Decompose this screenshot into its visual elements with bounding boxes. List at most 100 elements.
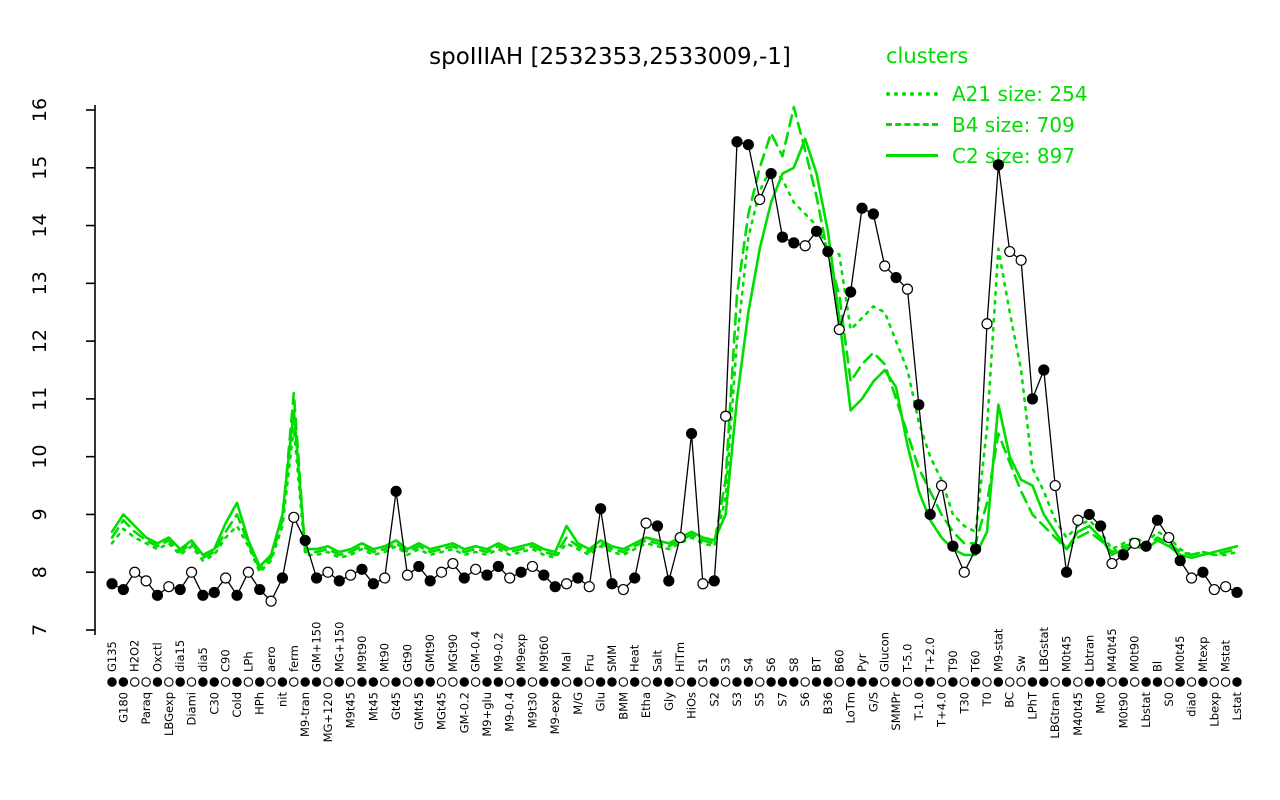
condition-marker <box>686 677 697 687</box>
condition-marker <box>107 677 117 687</box>
condition-label: M0t45 <box>1060 636 1074 672</box>
condition-marker <box>914 677 924 687</box>
solid-line-sample-icon <box>886 154 938 157</box>
condition-marker <box>266 677 276 687</box>
condition-label: S4 <box>741 657 755 672</box>
condition-label: H2O2 <box>128 640 142 672</box>
condition-label: GM-0.4 <box>469 631 483 672</box>
condition-marker <box>425 677 435 687</box>
condition-marker <box>948 677 958 687</box>
condition-label: Lbexp <box>1207 692 1221 727</box>
condition-marker <box>414 677 424 687</box>
legend-entry-a21: A21 size: 254 <box>886 78 1088 109</box>
gene-point <box>583 581 595 593</box>
condition-marker <box>902 677 913 687</box>
condition-marker <box>254 677 265 687</box>
condition-label: S2 <box>707 692 721 707</box>
condition-marker <box>879 677 890 687</box>
gene-point <box>1151 514 1164 526</box>
condition-marker <box>1232 677 1242 687</box>
gene-point <box>276 572 289 584</box>
condition-label: M9-0.4 <box>503 692 517 732</box>
condition-marker <box>175 677 185 687</box>
y-tick-label: 12 <box>29 329 51 353</box>
condition-label: Diami <box>185 692 199 726</box>
condition-label: Mt0 <box>1094 692 1108 714</box>
condition-label: LBGexp <box>162 692 176 736</box>
condition-marker <box>1220 677 1231 687</box>
condition-marker <box>629 677 640 687</box>
condition-marker <box>1073 677 1083 687</box>
gene-point <box>890 271 902 284</box>
condition-label: Salt <box>650 649 664 672</box>
condition-label: S3 <box>730 692 744 707</box>
condition-marker <box>789 677 799 687</box>
condition-label: Heat <box>628 644 642 672</box>
y-tick-label: 7 <box>29 624 51 636</box>
condition-label: LoTm <box>844 692 858 723</box>
y-tick-label: 10 <box>29 445 51 469</box>
condition-marker <box>470 677 481 687</box>
condition-label: dia0 <box>1185 692 1199 717</box>
condition-label: BC <box>1003 692 1017 708</box>
gene-point <box>1129 537 1141 549</box>
condition-marker <box>1175 677 1185 687</box>
condition-marker <box>1152 677 1163 687</box>
gene-point <box>1038 364 1050 376</box>
condition-marker <box>777 677 788 687</box>
gene-point <box>1083 508 1095 521</box>
condition-label: B60 <box>832 649 846 672</box>
condition-marker <box>129 677 140 687</box>
gene-point <box>606 578 618 590</box>
y-tick-label: 14 <box>29 213 51 237</box>
condition-label: MG+150 <box>332 622 346 672</box>
condition-marker <box>845 677 856 687</box>
condition-label: dia15 <box>173 640 187 672</box>
condition-label: C30 <box>207 692 221 715</box>
condition-label: M/G <box>571 692 585 715</box>
gene-point <box>379 572 391 584</box>
condition-marker <box>482 677 492 687</box>
condition-marker <box>1061 677 1072 687</box>
condition-label: T+2.0 <box>923 637 937 673</box>
gene-point <box>1060 566 1073 578</box>
condition-marker <box>334 677 345 687</box>
cluster-legend: clusters A21 size: 254 B4 size: 709 C2 s… <box>886 44 1088 171</box>
gene-point <box>697 578 709 590</box>
condition-label: Fru <box>582 654 596 672</box>
gene-point <box>345 569 357 581</box>
gene-point <box>538 569 550 581</box>
gene-point <box>935 479 948 492</box>
gene-point <box>845 286 857 298</box>
gene-point <box>992 159 1004 171</box>
condition-label: GM-0.2 <box>457 692 471 733</box>
gene-point <box>799 240 811 252</box>
gene-point <box>1049 479 1061 492</box>
gene-point <box>174 583 186 596</box>
gene-point <box>879 260 891 272</box>
condition-marker <box>868 677 879 687</box>
gene-point <box>458 572 470 584</box>
condition-label: T60 <box>969 650 983 673</box>
gene-point <box>663 575 675 587</box>
condition-marker <box>698 677 708 687</box>
gene-point <box>492 560 504 573</box>
condition-marker <box>584 677 595 687</box>
condition-marker <box>357 677 367 687</box>
gene-point <box>140 575 152 587</box>
gene-point <box>322 566 334 578</box>
condition-marker <box>743 677 754 687</box>
condition-label: M9t60 <box>537 636 551 672</box>
gene-point <box>924 508 936 521</box>
y-tick-label: 15 <box>29 156 51 180</box>
condition-marker <box>925 677 935 687</box>
condition-label: MG+120 <box>321 692 335 742</box>
condition-label: T30 <box>957 692 971 715</box>
condition-label: Etha <box>639 692 653 718</box>
gene-point <box>1015 254 1027 266</box>
condition-label: HPh <box>253 692 267 715</box>
gene-point <box>310 572 323 584</box>
condition-label: BMM <box>616 692 630 720</box>
condition-marker <box>1016 677 1026 687</box>
condition-label: BT <box>810 656 824 672</box>
